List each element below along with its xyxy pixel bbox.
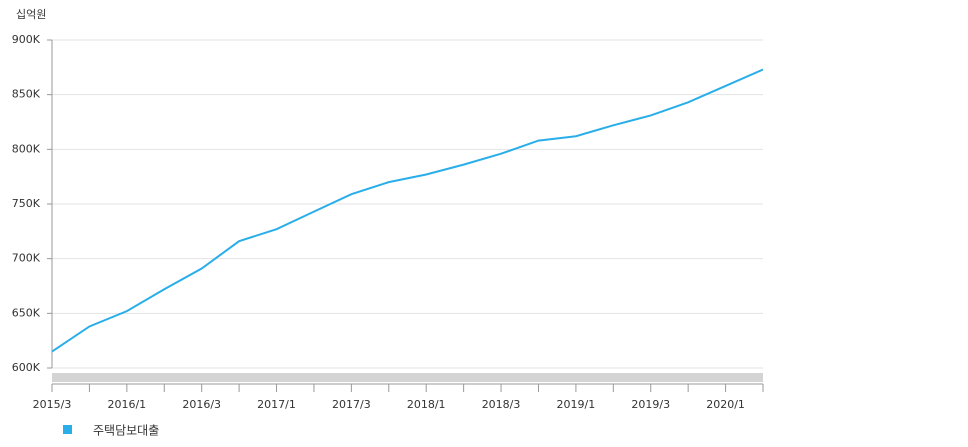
y-tick-label: 700K — [12, 252, 41, 265]
y-tick-label: 600K — [12, 361, 41, 374]
y-tick-label: 900K — [12, 33, 41, 46]
scrollbar[interactable] — [52, 373, 763, 382]
x-tick-label: 2017/1 — [257, 398, 296, 411]
x-tick-label: 2020/1 — [706, 398, 745, 411]
x-tick-label: 2017/3 — [332, 398, 371, 411]
x-tick-label: 2019/3 — [631, 398, 670, 411]
x-tick-label: 2018/1 — [407, 398, 446, 411]
x-tick-label: 2016/1 — [107, 398, 146, 411]
x-tick-label: 2016/3 — [182, 398, 221, 411]
y-tick-label: 650K — [12, 306, 41, 319]
x-tick-label: 2018/3 — [482, 398, 521, 411]
x-tick-label: 2015/3 — [33, 398, 72, 411]
x-tick-label: 2019/1 — [557, 398, 596, 411]
line-series — [51, 68, 764, 353]
y-tick-label: 750K — [12, 197, 41, 210]
y-tick-label: 850K — [12, 88, 41, 101]
y-tick-label: 800K — [12, 142, 41, 155]
legend-label: 주택담보대출 — [93, 424, 159, 438]
y-unit: 십억원 — [16, 8, 46, 21]
legend-swatch — [63, 425, 72, 434]
